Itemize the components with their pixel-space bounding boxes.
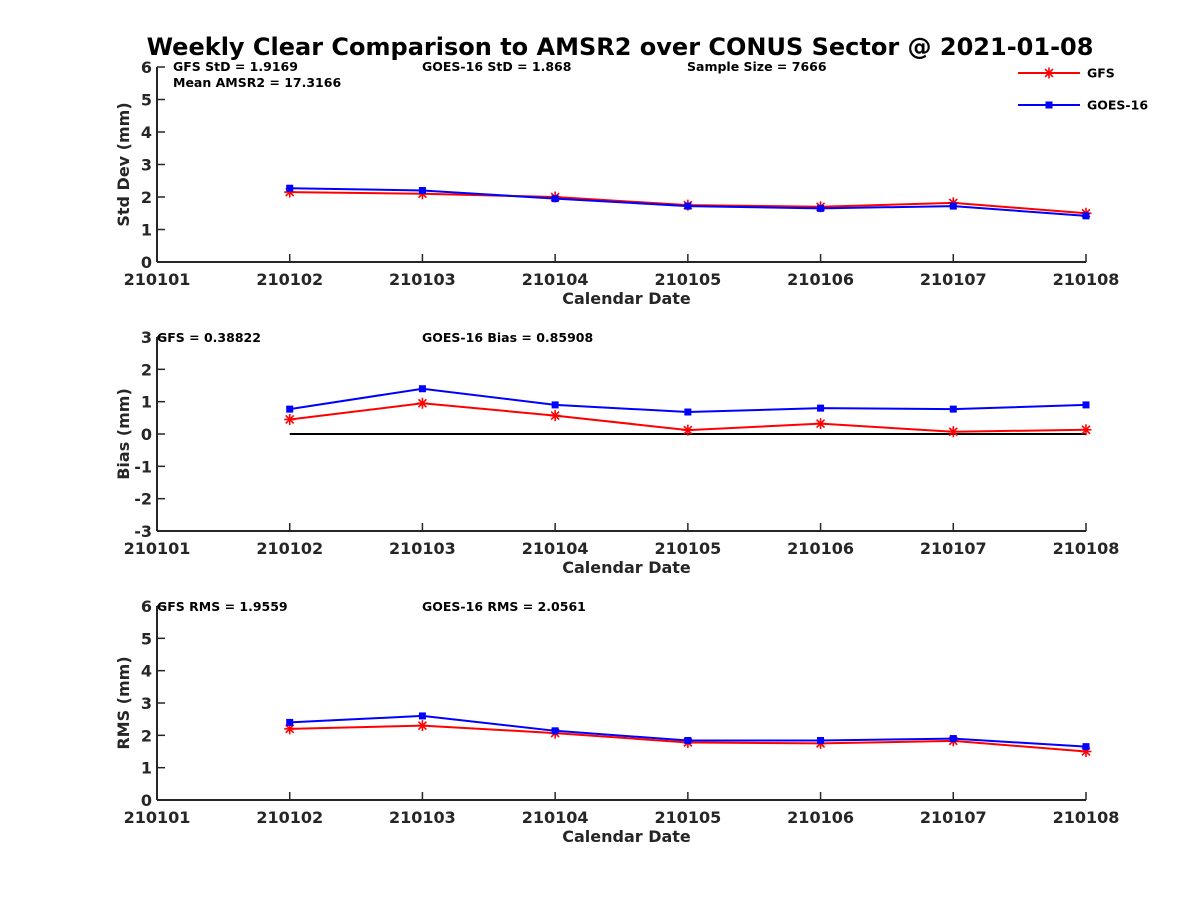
y-tick-label: 1 [141, 221, 152, 240]
goes-16-point [817, 204, 825, 212]
y-tick-label: 1 [141, 393, 152, 412]
x-tick-label: 210104 [522, 270, 589, 289]
x-axis-label: Calendar Date [562, 289, 691, 308]
legend-label-gfs: GFS [1087, 66, 1115, 81]
x-axis-label: Calendar Date [562, 827, 691, 846]
stat-annotation: GOES-16 StD = 1.868 [422, 59, 571, 74]
x-tick-label: 210101 [124, 539, 191, 558]
goes-16-point [949, 405, 957, 413]
stat-annotation: GOES-16 Bias = 0.85908 [422, 330, 593, 345]
legend-marker-goes-16 [1045, 101, 1053, 109]
x-tick-label: 210106 [787, 808, 854, 827]
gfs-point [947, 426, 959, 438]
x-tick-label: 210106 [787, 539, 854, 558]
x-tick-label: 210101 [124, 270, 191, 289]
x-tick-label: 210102 [256, 539, 323, 558]
x-tick-label: 210101 [124, 808, 191, 827]
goes-16-point [817, 404, 825, 412]
goes-16-point [1082, 743, 1090, 751]
x-tick-label: 210102 [256, 808, 323, 827]
goes-16-point [684, 408, 692, 416]
y-tick-label: 1 [141, 759, 152, 778]
goes-16-point [286, 405, 294, 413]
stat-annotation: GOES-16 RMS = 2.0561 [422, 599, 586, 614]
y-tick-label: 0 [141, 253, 152, 272]
legend-marker-gfs [1043, 67, 1055, 79]
goes-16-point [1082, 401, 1090, 409]
goes-16-point [684, 737, 692, 745]
y-tick-label: 4 [141, 123, 152, 142]
y-tick-label: 2 [141, 188, 152, 207]
goes-16-point [817, 737, 825, 745]
x-tick-label: 210105 [654, 270, 721, 289]
gfs-point [1080, 424, 1092, 436]
x-tick-label: 210107 [920, 270, 987, 289]
y-tick-label: 0 [141, 425, 152, 444]
y-tick-label: 0 [141, 791, 152, 810]
y-tick-label: 4 [141, 662, 152, 681]
gfs-point [284, 413, 296, 425]
goes-16-point [286, 718, 294, 726]
x-tick-label: 210107 [920, 539, 987, 558]
goes-16-point [684, 202, 692, 210]
x-tick-label: 210103 [389, 808, 456, 827]
x-tick-label: 210103 [389, 270, 456, 289]
y-tick-label: 3 [141, 694, 152, 713]
x-tick-label: 210105 [654, 539, 721, 558]
goes-16-point [286, 184, 294, 192]
gfs-point [815, 418, 827, 430]
y-axis-label: Bias (mm) [114, 388, 133, 480]
y-tick-label: -1 [134, 457, 152, 476]
x-tick-label: 210108 [1053, 539, 1120, 558]
x-tick-label: 210108 [1053, 270, 1120, 289]
stat-annotation: GFS = 0.38822 [157, 330, 261, 345]
y-tick-label: 5 [141, 91, 152, 110]
y-tick-label: 5 [141, 629, 152, 648]
x-tick-label: 210104 [522, 808, 589, 827]
x-tick-label: 210102 [256, 270, 323, 289]
goes-16-point [1082, 212, 1090, 220]
x-tick-label: 210107 [920, 808, 987, 827]
rms-panel: 0 1 2 3 4 5 6 210101 210102 210103 210104 210105 210… [114, 597, 1119, 846]
goes-16-point [418, 712, 426, 720]
y-tick-label: 3 [141, 328, 152, 347]
y-tick-label: -3 [134, 522, 152, 541]
stat-annotation: Mean AMSR2 = 17.3166 [173, 75, 341, 90]
y-tick-label: 6 [141, 597, 152, 616]
goes-16-point [418, 187, 426, 194]
gfs-point [549, 410, 561, 422]
y-axis-label: RMS (mm) [114, 656, 133, 749]
y-tick-label: 6 [141, 58, 152, 77]
x-tick-label: 210103 [389, 539, 456, 558]
legend-label-goes-16: GOES-16 [1087, 98, 1148, 113]
y-axis-label: Std Dev (mm) [114, 102, 133, 226]
x-tick-label: 210105 [654, 808, 721, 827]
stat-annotation: GFS StD = 1.9169 [173, 59, 298, 74]
y-tick-label: 2 [141, 726, 152, 745]
y-tick-label: 3 [141, 156, 152, 175]
legend: GFS GOES-16 [1018, 66, 1148, 113]
x-tick-label: 210106 [787, 270, 854, 289]
goes-16-point [551, 195, 559, 203]
gfs-point [682, 424, 694, 436]
x-axis-label: Calendar Date [562, 558, 691, 577]
std-dev-panel: 0 1 2 3 4 5 6 210101 210102 210103 210104 210105 210… [114, 58, 1119, 308]
goes-16-point [551, 727, 559, 735]
x-tick-label: 210108 [1053, 808, 1120, 827]
stat-annotation: Sample Size = 7666 [687, 59, 827, 74]
goes-16-point [949, 735, 957, 743]
bias-panel: -3 -2 -1 0 1 2 3 210101 210102 210103 210104 210105… [114, 328, 1119, 577]
gfs-point [416, 397, 428, 409]
chart-title: Weekly Clear Comparison to AMSR2 over CO… [147, 33, 1094, 61]
y-tick-label: 2 [141, 360, 152, 379]
goes-16-point [418, 385, 426, 393]
gfs-point [416, 720, 428, 732]
goes-16-point [551, 401, 559, 409]
y-tick-label: -2 [134, 490, 152, 509]
stat-annotation: GFS RMS = 1.9559 [157, 599, 288, 614]
x-tick-label: 210104 [522, 539, 589, 558]
goes-16-point [949, 202, 957, 210]
